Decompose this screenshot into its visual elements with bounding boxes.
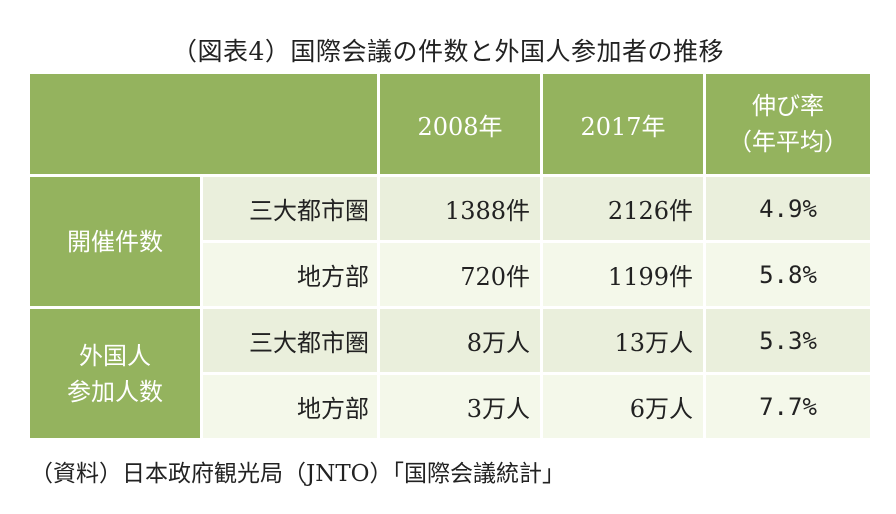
- table-row: 外国人 参加人数 三大都市圏 8万人 13万人 5.3%: [30, 309, 870, 441]
- region-cell: 地方部: [203, 375, 380, 441]
- value-2017-cell: 1199件: [543, 243, 706, 309]
- value-2008-cell: 720件: [380, 243, 543, 309]
- header-growth-rate-line2: （年平均）: [728, 128, 848, 156]
- region-cell: 三大都市圏: [203, 309, 380, 375]
- data-table: 2008年 2017年 伸び率 （年平均） 開催件数 三大都市圏 1388件 2…: [30, 74, 870, 441]
- table-row: 地方部 3万人 6万人 7.7%: [30, 375, 870, 441]
- group-label-participants: 外国人 参加人数: [30, 309, 203, 441]
- value-2008-cell: 1388件: [380, 177, 543, 243]
- table-row: 地方部 720件 1199件 5.8%: [30, 243, 870, 309]
- table-row: 開催件数 三大都市圏 1388件 2126件 4.9%: [30, 177, 870, 309]
- growth-rate-cell: 7.7%: [706, 375, 870, 441]
- value-2017-cell: 2126件: [543, 177, 706, 243]
- group-label-events: 開催件数: [30, 177, 203, 309]
- growth-rate-cell: 5.8%: [706, 243, 870, 309]
- group-label-participants-line1: 外国人: [79, 341, 151, 370]
- value-2017-cell: 6万人: [543, 375, 706, 441]
- growth-rate-cell: 4.9%: [706, 177, 870, 243]
- header-growth-rate: 伸び率 （年平均）: [706, 74, 870, 177]
- growth-rate-cell: 5.3%: [706, 309, 870, 375]
- region-cell: 地方部: [203, 243, 380, 309]
- value-2008-cell: 8万人: [380, 309, 543, 375]
- header-2008: 2008年: [380, 74, 543, 177]
- header-growth-rate-line1: 伸び率: [752, 92, 824, 120]
- value-2008-cell: 3万人: [380, 375, 543, 441]
- header-row: 2008年 2017年 伸び率 （年平均）: [30, 74, 870, 177]
- value-2017-cell: 13万人: [543, 309, 706, 375]
- header-blank-cell: [30, 74, 380, 177]
- source-note: （資料）日本政府観光局（JNTO）「国際会議統計」: [30, 461, 566, 487]
- region-cell: 三大都市圏: [203, 177, 380, 243]
- group-label-participants-line2: 参加人数: [67, 377, 163, 406]
- header-2017: 2017年: [543, 74, 706, 177]
- table-title: （図表4）国際会議の件数と外国人参加者の推移: [172, 37, 724, 66]
